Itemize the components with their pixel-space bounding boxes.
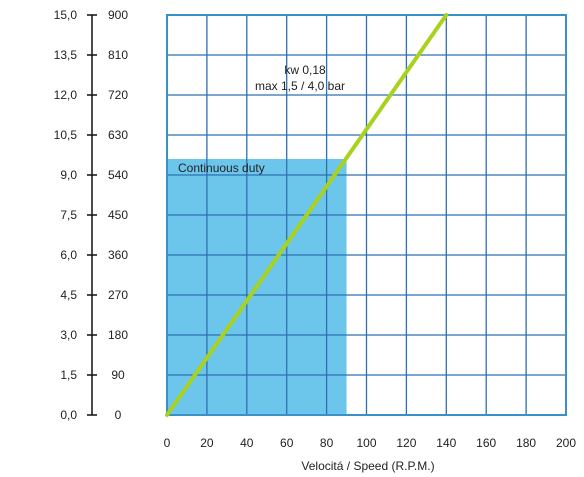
right-axis-tick-label: 360 — [108, 248, 128, 262]
left-axis-tick-label: 9,0 — [60, 168, 77, 182]
x-tick-label: 0 — [164, 436, 171, 450]
x-tick-label: 120 — [396, 436, 416, 450]
x-tick-label: 160 — [476, 436, 496, 450]
right-axis-tick-label: 810 — [108, 48, 128, 62]
series-line-0 — [165, 13, 449, 417]
right-axis-tick-label: 270 — [108, 288, 128, 302]
right-axis-tick-label: 720 — [108, 88, 128, 102]
left-axis-tick-label: 1,5 — [60, 368, 77, 382]
right-axis-tick-label: 0 — [115, 408, 122, 422]
right-axis-tick-label: 630 — [108, 128, 128, 142]
right-axis-tick-label: 90 — [111, 368, 125, 382]
left-axis-tick-label: 3,0 — [60, 328, 77, 342]
left-axis-tick-label: 0,0 — [60, 408, 77, 422]
right-axis-tick-label: 900 — [108, 8, 128, 22]
left-axis-tick-label: 12,0 — [54, 88, 78, 102]
x-tick-label: 60 — [280, 436, 294, 450]
x-tick-label: 20 — [200, 436, 214, 450]
x-tick-label: 40 — [240, 436, 254, 450]
region-label: Continuous duty — [178, 161, 265, 175]
left-axis-tick-label: 4,5 — [60, 288, 77, 302]
series-annotation-line1: kw 0,18 — [284, 63, 326, 77]
x-tick-label: 100 — [356, 436, 376, 450]
right-axis-tick-label: 540 — [108, 168, 128, 182]
left-axis-tick-label: 13,5 — [54, 48, 78, 62]
left-axis-tick-label: 7,5 — [60, 208, 77, 222]
right-axis-tick-label: 180 — [108, 328, 128, 342]
left-axis-tick-label: 10,5 — [54, 128, 78, 142]
x-axis-label: Velocitá / Speed (R.P.M.) — [301, 459, 434, 473]
series-annotation-line2: max 1,5 / 4,0 bar — [255, 79, 345, 93]
x-tick-label: 200 — [556, 436, 576, 450]
left-axis-tick-label: 15,0 — [54, 8, 78, 22]
x-tick-label: 80 — [320, 436, 334, 450]
x-tick-label: 140 — [436, 436, 456, 450]
left-axis-tick-label: 6,0 — [60, 248, 77, 262]
plot-frame — [166, 14, 567, 416]
right-axis-tick-label: 450 — [108, 208, 128, 222]
x-tick-label: 180 — [516, 436, 536, 450]
